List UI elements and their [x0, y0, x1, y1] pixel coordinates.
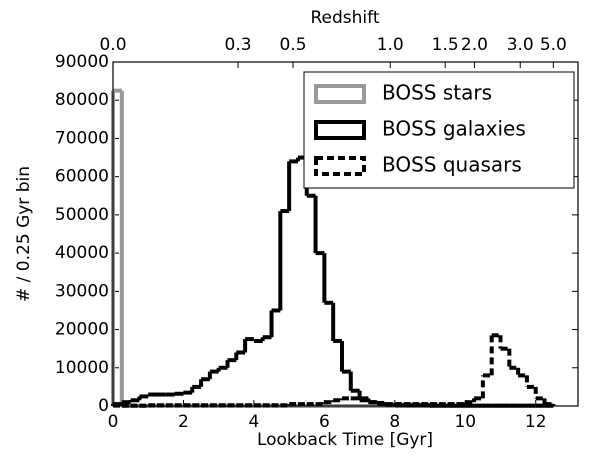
x2-tick-label: 3.0	[507, 35, 534, 55]
y-axis-label: # / 0.25 Gyr bin	[14, 166, 34, 302]
x-tick-label: 12	[525, 412, 547, 432]
x2-tick-label: 0.0	[99, 35, 126, 55]
x-axis-label: Lookback Time [Gyr]	[257, 430, 433, 450]
y-tick-label: 10000	[55, 358, 109, 378]
y-tick-label: 40000	[55, 243, 109, 263]
x2-tick-label: 1.5	[432, 35, 459, 55]
legend-box	[303, 71, 575, 189]
legend-swatch	[314, 156, 366, 176]
legend-label: BOSS quasars	[382, 153, 522, 177]
x-tick-label: 0	[108, 412, 119, 432]
x2-tick-label: 5.0	[540, 35, 567, 55]
y-tick-label: 90000	[55, 52, 109, 72]
series	[111, 155, 556, 408]
plot-frame	[112, 61, 579, 407]
x2-tick-label: 0.5	[279, 35, 306, 55]
legend-swatch	[314, 84, 366, 104]
x-tick-label: 8	[389, 412, 400, 432]
x-tick-label: 4	[248, 412, 259, 432]
legend-label: BOSS galaxies	[382, 117, 526, 141]
x-tick-label: 2	[178, 412, 189, 432]
y-tick-label: 80000	[55, 90, 109, 110]
x-tick-label: 10	[454, 412, 476, 432]
legend-label: BOSS stars	[382, 81, 492, 105]
series	[111, 333, 556, 408]
x2-axis-label: Redshift	[310, 8, 379, 28]
x2-tick-label: 0.3	[225, 35, 252, 55]
y-tick-label: 30000	[55, 281, 109, 301]
x2-tick-label: 1.0	[377, 35, 404, 55]
legend-swatch	[314, 120, 366, 140]
x2-tick-label: 2.0	[461, 35, 488, 55]
x-tick-label: 6	[319, 412, 330, 432]
y-tick-label: 20000	[55, 320, 109, 340]
y-tick-label: 60000	[55, 167, 109, 187]
y-tick-label: 0	[98, 396, 109, 416]
y-tick-label: 70000	[55, 128, 109, 148]
y-tick-label: 50000	[55, 205, 109, 225]
